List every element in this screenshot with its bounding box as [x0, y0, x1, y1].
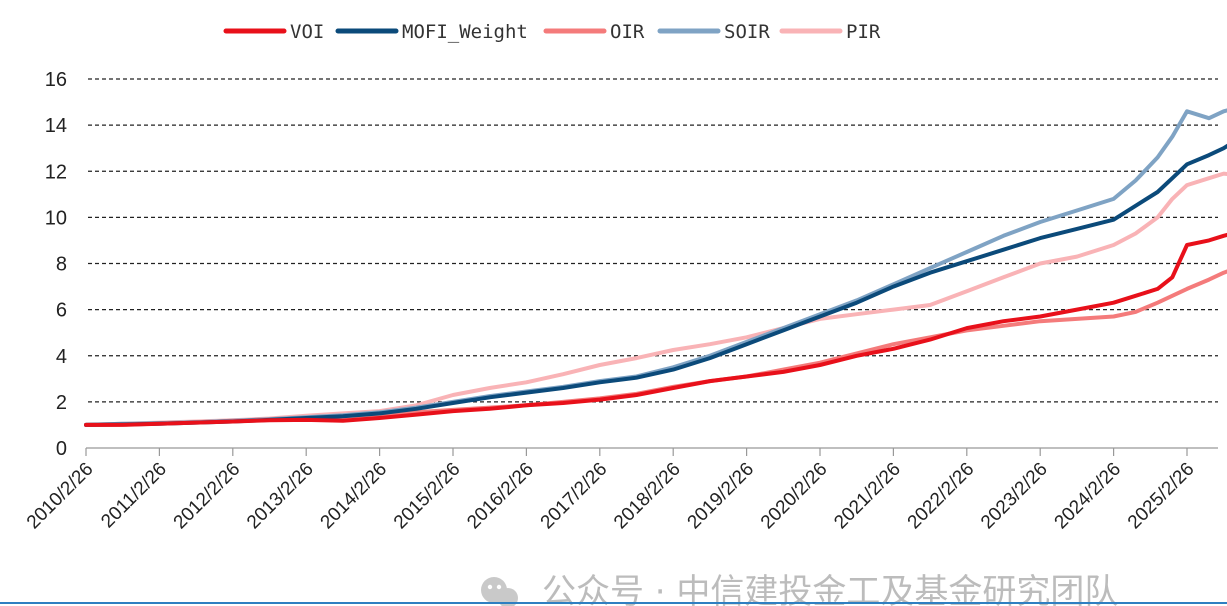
x-tick-label: 2018/2/26: [610, 459, 685, 534]
series-line-pir: [84, 171, 1227, 427]
y-tick-label: 2: [56, 392, 67, 414]
y-tick-label: 10: [45, 207, 67, 229]
series-line-soir: [84, 108, 1227, 427]
series-line-voi: [84, 232, 1227, 427]
y-tick-label: 0: [56, 438, 67, 460]
legend-label: PIR: [846, 21, 881, 43]
legend-label: SOIR: [724, 21, 770, 43]
x-tick-label: 2021/2/26: [830, 459, 905, 534]
y-tick-label: 6: [56, 300, 67, 322]
y-tick-label: 8: [56, 254, 67, 276]
series-line-mofi-weight: [84, 143, 1227, 427]
x-tick-label: 2013/2/26: [243, 459, 318, 534]
x-tick-label: 2024/2/26: [1051, 459, 1126, 534]
watermark: 公众号 · 中信建投金工及基金研究团队: [481, 572, 1118, 606]
legend-label: VOI: [290, 21, 324, 43]
x-tick-label: 2022/2/26: [904, 459, 979, 534]
x-tick-label: 2010/2/26: [23, 459, 98, 534]
x-tick-label: 2014/2/26: [317, 459, 392, 534]
x-tick-label: 2012/2/26: [170, 459, 245, 534]
series-lines: [84, 108, 1227, 427]
legend-label: MOFI_Weight: [402, 21, 528, 43]
x-axis: 2010/2/26 2011/2/262012/2/262013/2/262014…: [23, 447, 1218, 534]
wechat-icon: [481, 577, 518, 606]
y-tick-label: 14: [45, 115, 67, 137]
legend-label: OIR: [610, 21, 645, 43]
x-tick-label: 2017/2/26: [537, 459, 612, 534]
series-line-oir: [84, 269, 1227, 427]
legend: VOI MOFI_Weight OIR SOIR PIR: [223, 21, 881, 43]
x-tick-label: 2015/2/26: [390, 459, 465, 534]
watermark-text: 公众号 · 中信建投金工及基金研究团队: [542, 572, 1118, 606]
x-tick-label: 2019/2/26: [684, 459, 759, 534]
x-tick-label: 2023/2/26: [977, 459, 1052, 534]
x-tick-label: 2016/2/26: [463, 459, 538, 534]
y-tick-label: 16: [45, 69, 67, 91]
y-axis-ticks: 0 2 4 6 8 10 12 14 16: [45, 69, 67, 460]
y-tick-label: 12: [45, 161, 67, 183]
x-tick-label: 2025/2/26: [1124, 459, 1199, 534]
x-tick-label: 2011/2/26: [97, 459, 171, 533]
x-tick-label: 2020/2/26: [757, 459, 832, 534]
grid-lines: [88, 78, 1218, 403]
y-tick-label: 4: [56, 346, 67, 368]
